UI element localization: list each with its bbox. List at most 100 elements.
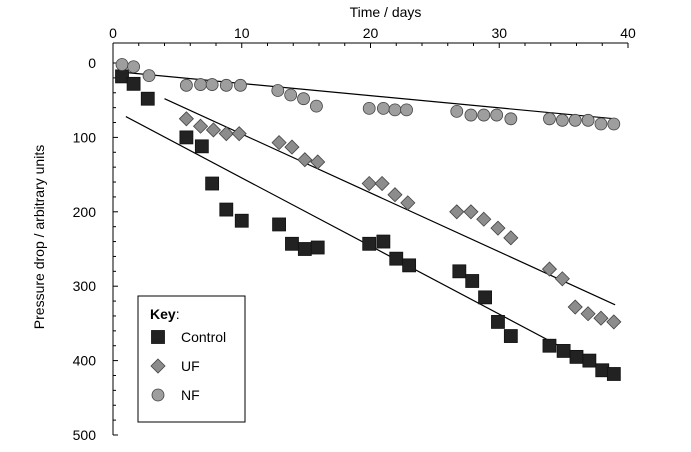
- point-nf: [400, 103, 413, 117]
- point-nf: [219, 78, 233, 92]
- point-control: [452, 264, 467, 279]
- point-control: [140, 91, 155, 106]
- y-tick-label: 300: [73, 278, 97, 294]
- point-uf: [271, 135, 287, 151]
- series-uf: [178, 111, 622, 330]
- point-uf: [541, 261, 558, 277]
- point-uf: [476, 211, 492, 227]
- point-nf: [607, 117, 621, 131]
- point-nf: [142, 69, 156, 83]
- y-tick-label: 0: [88, 55, 96, 71]
- point-nf: [464, 108, 478, 122]
- point-control: [595, 363, 610, 378]
- point-control: [542, 338, 557, 353]
- point-control: [402, 258, 417, 273]
- x-axis-title: Time / days: [350, 4, 422, 20]
- point-nf: [179, 78, 193, 92]
- point-uf: [490, 220, 506, 236]
- point-nf: [194, 78, 207, 91]
- point-uf: [400, 195, 416, 211]
- point-nf: [450, 104, 464, 118]
- y-tick-label: 200: [73, 204, 97, 220]
- point-control: [362, 236, 377, 251]
- x-tick-label: 30: [491, 25, 507, 41]
- point-uf: [606, 314, 622, 330]
- data-points: [115, 58, 622, 381]
- point-nf: [362, 101, 376, 115]
- point-uf: [192, 118, 209, 134]
- y-axis-title: Pressure drop / arbitrary units: [31, 145, 47, 329]
- point-nf: [115, 58, 129, 71]
- legend-entries: Control UF NF: [150, 329, 226, 403]
- point-nf: [555, 113, 569, 127]
- point-nf: [271, 84, 285, 97]
- point-nf: [284, 88, 298, 102]
- point-control: [582, 353, 597, 368]
- point-uf: [310, 154, 326, 170]
- legend-label-uf: UF: [181, 358, 200, 374]
- point-control: [205, 176, 220, 191]
- point-nf: [477, 108, 491, 122]
- point-uf: [205, 122, 221, 138]
- point-uf: [361, 175, 377, 192]
- y-tick-label: 500: [73, 427, 97, 443]
- point-nf: [581, 113, 595, 127]
- point-control: [219, 202, 234, 217]
- point-uf: [593, 310, 609, 326]
- point-control: [503, 329, 518, 343]
- legend-label-control: Control: [181, 329, 226, 345]
- point-uf: [503, 230, 519, 246]
- point-nf: [543, 112, 556, 126]
- point-control: [606, 367, 621, 381]
- point-control: [179, 130, 194, 145]
- point-control: [569, 349, 584, 364]
- legend: Key: Control UF NF: [137, 295, 246, 423]
- point-uf: [567, 299, 583, 315]
- point-control: [194, 139, 209, 154]
- point-control: [126, 76, 141, 91]
- point-control: [285, 236, 299, 251]
- point-uf: [463, 204, 479, 220]
- point-uf: [580, 306, 596, 322]
- point-control: [478, 290, 492, 305]
- point-nf: [490, 108, 504, 122]
- point-nf: [594, 117, 608, 131]
- x-tick-label: 20: [363, 25, 379, 41]
- point-nf: [504, 112, 518, 126]
- point-nf: [376, 101, 390, 115]
- point-nf: [388, 103, 402, 117]
- series-nf: [115, 58, 621, 131]
- point-uf: [178, 111, 194, 127]
- legend-marker-control: [151, 330, 165, 344]
- point-control: [297, 242, 312, 256]
- y-tick-label: 400: [73, 353, 97, 369]
- series-control: [115, 69, 621, 381]
- legend-marker-uf: [150, 358, 166, 374]
- x-tick-label: 40: [620, 25, 636, 41]
- x-tick-label: 10: [234, 25, 250, 41]
- point-uf: [387, 187, 403, 203]
- point-uf: [231, 126, 247, 142]
- point-uf: [554, 271, 570, 287]
- point-control: [465, 274, 480, 288]
- point-control: [376, 234, 391, 249]
- point-nf: [127, 60, 141, 74]
- point-nf: [297, 92, 310, 106]
- x-tick-label: 0: [109, 25, 117, 41]
- point-uf: [218, 126, 234, 142]
- point-uf: [449, 204, 465, 220]
- point-uf: [374, 175, 390, 192]
- point-control: [115, 69, 129, 84]
- legend-marker-nf: [151, 388, 165, 402]
- point-uf: [297, 152, 313, 168]
- y-tick-label: 100: [73, 129, 97, 145]
- legend-label-nf: NF: [181, 387, 200, 403]
- point-control: [556, 344, 571, 358]
- point-uf: [284, 139, 300, 155]
- point-nf: [205, 78, 219, 91]
- point-nf: [234, 78, 247, 92]
- point-control: [272, 217, 286, 232]
- point-control: [491, 315, 505, 329]
- legend-title: Key:: [150, 306, 180, 322]
